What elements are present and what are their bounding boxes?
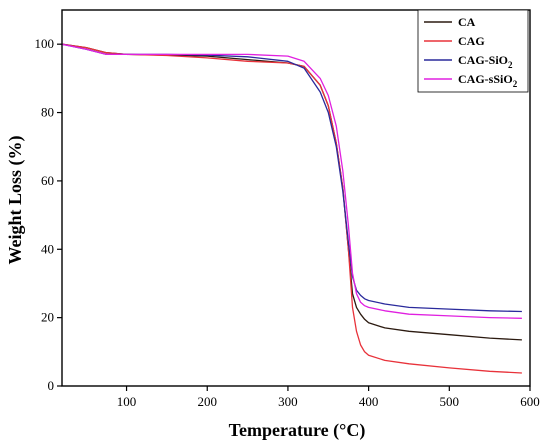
legend-label-cag: CAG	[458, 34, 485, 48]
axes-layer: 100 200 300 400 500 600 0 20 40 60 80 100	[35, 9, 540, 409]
x-tick-label-200: 200	[197, 394, 217, 409]
x-tick-label-300: 300	[278, 394, 298, 409]
legend-label-cag-sio2: CAG-SiO2	[458, 53, 513, 70]
legend-label-ca: CA	[458, 15, 476, 29]
series-line-cag	[61, 43, 522, 374]
series-line-cag-ssio2	[61, 43, 522, 319]
y-tick-label-0: 0	[48, 378, 55, 393]
legend-label-cag-ssio2: CAG-sSiO2	[458, 72, 518, 89]
x-tick-label-400: 400	[359, 394, 379, 409]
x-tick-label-100: 100	[117, 394, 137, 409]
y-tick-label-40: 40	[41, 241, 54, 256]
plot-frame	[61, 9, 531, 387]
y-tick-label-80: 80	[41, 105, 54, 120]
y-axis-title: Weight Loss (%)	[5, 135, 26, 264]
x-tick-label-600: 600	[520, 394, 540, 409]
y-tick-label-20: 20	[41, 310, 54, 325]
y-tick-label-60: 60	[41, 173, 54, 188]
y-tick-label-100: 100	[35, 36, 55, 51]
x-axis-title: Temperature (°C)	[229, 420, 366, 441]
legend: CA CAG CAG-SiO2 CAG-sSiO2	[417, 9, 529, 93]
x-tick-label-500: 500	[440, 394, 460, 409]
series-layer	[61, 43, 522, 374]
